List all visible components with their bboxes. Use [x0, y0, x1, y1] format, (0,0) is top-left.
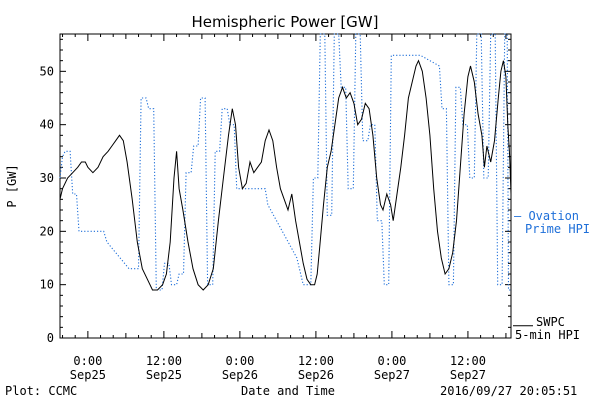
x-tick-date-label: Sep25 [70, 368, 106, 382]
x-axis-label: Date and Time [241, 384, 335, 398]
plot-frame [59, 33, 512, 339]
x-tick-date-label: Sep26 [298, 368, 334, 382]
legend-ovation-line-1: — Ovation [514, 209, 579, 223]
x-tick-time-label: 0:00 [377, 354, 406, 368]
x-tick-date-label: Sep25 [146, 368, 182, 382]
series-ovation-prime-hpi-line [59, 33, 511, 291]
legend-swpc-line-1: SWPC [536, 315, 565, 329]
y-tick-label: 0 [47, 331, 54, 345]
x-tick-time-label: 12:00 [450, 354, 486, 368]
x-tick-date-label: Sep27 [450, 368, 486, 382]
x-tick-date-label: Sep27 [374, 368, 410, 382]
series-swpc-5min-hpi-line [59, 59, 512, 291]
legend-swpc-5min-hpi: SWPC 5-min HPI [513, 315, 580, 342]
y-tick-label: 20 [40, 224, 54, 238]
plot-timestamp: 2016/09/27 20:05:51 [440, 384, 577, 398]
y-tick-label: 30 [40, 171, 54, 185]
legend-ovation-prime-hpi: — Ovation Prime HPI [514, 209, 590, 236]
x-tick-date-label: Sep26 [222, 368, 258, 382]
chart-title: Hemispheric Power [GW] [192, 13, 379, 31]
x-tick-time-label: 12:00 [146, 354, 182, 368]
y-tick-label: 10 [40, 278, 54, 292]
y-tick-label: 40 [40, 118, 54, 132]
plot-credit: Plot: CCMC [5, 384, 77, 398]
y-tick-label: 50 [40, 64, 54, 78]
legend-ovation-line-2: Prime HPI [525, 222, 590, 236]
y-axis-label: P [GW] [5, 164, 19, 207]
y-axis-ticks: 0 10 20 30 40 50 [40, 38, 511, 345]
x-tick-time-label: 0:00 [225, 354, 254, 368]
x-tick-time-label: 0:00 [73, 354, 102, 368]
x-tick-time-label: 12:00 [298, 354, 334, 368]
x-axis-ticks: 0:00Sep2512:00Sep250:00Sep2612:00Sep260:… [62, 34, 507, 382]
legend-swpc-line-2: 5-min HPI [515, 328, 580, 342]
